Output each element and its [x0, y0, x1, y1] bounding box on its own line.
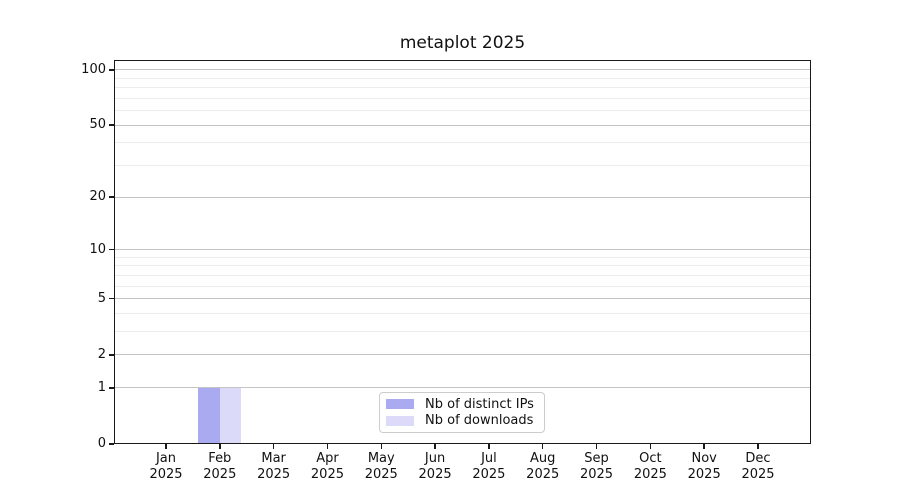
x-tick-mark: [326, 444, 329, 449]
y-tick-mark: [109, 69, 114, 71]
x-tick-mark: [488, 444, 490, 449]
gridline-minor: [114, 97, 811, 99]
gridline-minor: [114, 87, 811, 89]
legend-swatch-distinct-ips: [386, 399, 414, 410]
gridline-minor: [114, 110, 811, 112]
x-tick-label-may: May 2025: [349, 451, 413, 483]
x-tick-mark: [219, 444, 221, 449]
x-tick-year: 2025: [418, 467, 452, 482]
legend-item-downloads: Nb of downloads: [386, 413, 538, 428]
x-tick-month: Jun: [424, 451, 446, 466]
x-tick-mark: [757, 444, 759, 449]
bar-distinct-ips: [198, 387, 220, 444]
gridline-major: [114, 69, 811, 71]
gridline-minor: [114, 142, 811, 144]
x-tick-mark: [703, 444, 705, 449]
x-tick-year: 2025: [579, 467, 614, 482]
legend-label-distinct-ips: Nb of distinct IPs: [425, 396, 534, 412]
x-tick-year: 2025: [203, 467, 237, 482]
y-tick-label: 0: [97, 436, 106, 451]
gridline-minor: [114, 77, 811, 79]
y-tick-label: 1: [97, 379, 106, 395]
y-tick-label: 100: [81, 61, 106, 77]
x-tick-label-aug: Aug 2025: [511, 451, 575, 483]
gridline-major: [114, 298, 811, 300]
x-tick-label-jan: Jan 2025: [134, 451, 198, 483]
x-tick-mark: [434, 444, 436, 449]
x-tick-month: Feb: [208, 451, 232, 466]
gridline-minor: [114, 331, 811, 333]
y-tick-mark: [109, 124, 114, 126]
x-tick-year: 2025: [741, 467, 775, 482]
x-tick-label-feb: Feb 2025: [188, 451, 252, 483]
x-tick-mark: [165, 444, 167, 449]
x-tick-mark: [541, 444, 544, 449]
gridline-minor: [114, 313, 811, 314]
gridline-minor: [114, 165, 811, 167]
gridline-major: [114, 249, 811, 251]
x-tick-month: Aug: [530, 451, 556, 466]
x-tick-month: Apr: [316, 451, 339, 466]
x-tick-month: Jan: [155, 451, 177, 466]
gridline-major: [114, 196, 811, 198]
plot-area: [114, 60, 811, 444]
x-tick-label-dec: Dec 2025: [726, 451, 790, 483]
x-tick-year: 2025: [257, 467, 291, 482]
x-tick-label-jul: Jul 2025: [457, 451, 521, 483]
legend-item-distinct-ips: Nb of distinct IPs: [386, 397, 538, 412]
y-tick-label: 50: [89, 117, 106, 133]
y-tick-mark: [109, 248, 114, 251]
legend-label-downloads: Nb of downloads: [425, 413, 534, 429]
x-tick-mark: [649, 444, 652, 449]
x-tick-month: Jul: [481, 451, 497, 466]
x-tick-year: 2025: [687, 467, 721, 482]
y-tick-label: 2: [97, 346, 106, 362]
bar-downloads: [219, 387, 242, 444]
x-tick-label-sep: Sep 2025: [565, 451, 629, 483]
x-tick-year: 2025: [310, 467, 344, 482]
y-tick-mark: [109, 354, 114, 356]
x-tick-label-mar: Mar 2025: [242, 451, 306, 483]
y-tick-mark: [109, 297, 114, 300]
x-tick-month: Sep: [584, 451, 609, 466]
x-tick-mark: [272, 444, 275, 449]
x-tick-year: 2025: [364, 467, 398, 482]
gridline-major: [114, 124, 811, 126]
x-tick-year: 2025: [472, 467, 506, 482]
x-tick-mark: [380, 444, 383, 449]
gridline-major: [114, 387, 811, 389]
gridline-major: [114, 354, 811, 356]
x-tick-label-oct: Oct 2025: [618, 451, 682, 483]
x-tick-month: May: [367, 451, 395, 466]
y-tick-mark: [109, 443, 114, 445]
x-tick-label-apr: Apr 2025: [295, 451, 359, 483]
x-tick-mark: [595, 444, 598, 449]
gridline-minor: [114, 256, 811, 258]
y-tick-label: 5: [97, 290, 106, 306]
x-tick-month: Dec: [745, 451, 771, 466]
chart-title: metaplot 2025: [399, 33, 526, 53]
legend: Nb of distinct IPs Nb of downloads: [379, 392, 545, 433]
y-tick-mark: [109, 196, 114, 198]
x-tick-year: 2025: [633, 467, 667, 482]
legend-swatch-downloads: [386, 415, 414, 426]
gridline-minor: [114, 285, 811, 287]
x-tick-year: 2025: [149, 467, 183, 482]
y-tick-label: 20: [89, 189, 106, 205]
x-tick-month: Oct: [639, 451, 662, 466]
gridline-minor: [114, 274, 811, 276]
x-tick-label-jun: Jun 2025: [403, 451, 467, 483]
x-tick-month: Nov: [691, 451, 717, 466]
x-tick-year: 2025: [526, 467, 560, 482]
gridline-minor: [114, 265, 811, 267]
y-tick-mark: [109, 387, 114, 389]
x-tick-month: Mar: [261, 451, 286, 466]
x-tick-label-nov: Nov 2025: [672, 451, 736, 483]
y-tick-label: 10: [89, 241, 106, 257]
